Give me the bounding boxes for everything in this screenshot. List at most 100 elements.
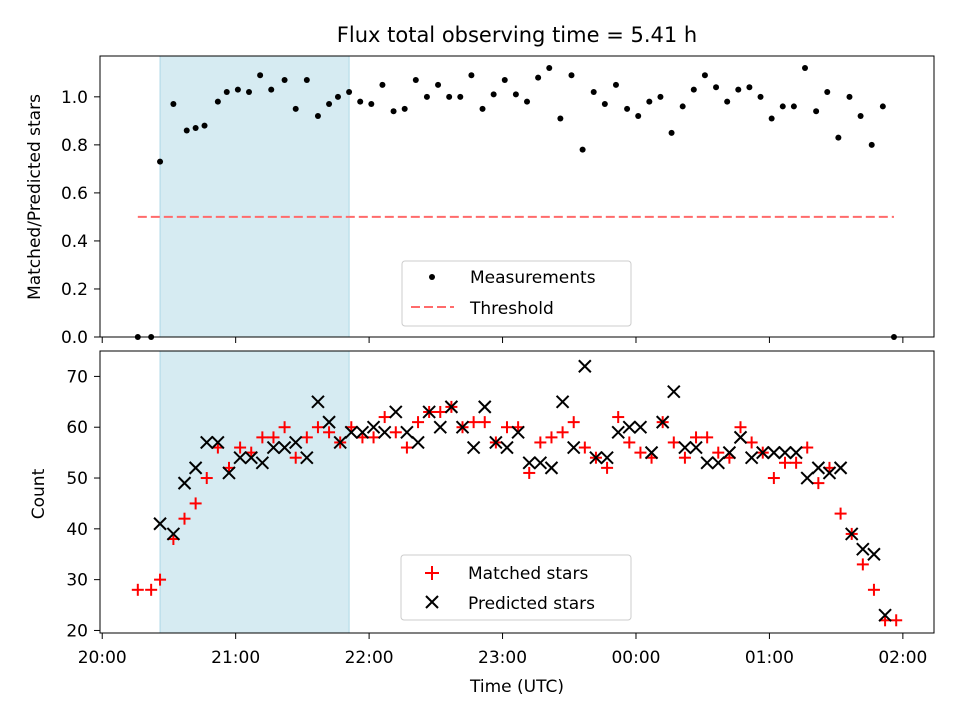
matched-star-point — [767, 472, 780, 485]
predicted-star-point — [533, 456, 548, 470]
predicted-star-point — [822, 466, 837, 480]
predicted-star-point — [800, 471, 814, 485]
matched-star-point — [634, 446, 647, 459]
matched-star-point — [500, 421, 513, 434]
predicted-star-point — [322, 415, 336, 429]
measurement-point — [824, 89, 831, 96]
predicted-star-point — [811, 461, 826, 475]
predicted-star-point — [311, 395, 325, 409]
matched-star-point — [745, 436, 758, 449]
count-xtick-label: 20:00 — [78, 648, 127, 668]
predicted-star-point — [389, 405, 403, 419]
matched-star-point — [389, 426, 402, 439]
matched-star-point — [145, 583, 158, 596]
measurement-point — [779, 103, 786, 110]
measurement-point — [635, 113, 642, 120]
predicted-star-point — [211, 435, 225, 450]
predicted-star-point — [177, 476, 192, 490]
predicted-star-point — [244, 450, 258, 465]
ratio-ytick-label: 0.0 — [61, 328, 88, 348]
ratio-ytick-label: 0.6 — [61, 184, 88, 204]
measurement-point — [590, 89, 597, 96]
count-axes-frame — [99, 350, 935, 634]
measurement-point — [713, 84, 720, 91]
measurement-point — [813, 108, 820, 115]
measurement-point — [281, 77, 288, 84]
matched-star-point — [311, 421, 324, 434]
matched-star-point — [412, 416, 425, 429]
measurement-point — [412, 77, 419, 84]
measurement-point — [490, 91, 497, 98]
ratio-ytick-label: 1.0 — [61, 88, 88, 108]
matched-star-point — [256, 431, 269, 444]
predicted-star-point — [600, 450, 614, 465]
matched-star-point — [667, 436, 680, 449]
predicted-star-point — [489, 435, 503, 450]
matched-star-point — [131, 583, 144, 596]
matched-star-point — [478, 416, 491, 429]
predicted-star-point — [722, 445, 737, 460]
predicted-star-point — [466, 440, 481, 455]
predicted-star-point — [366, 420, 381, 434]
measurement-point — [512, 91, 519, 98]
matched-star-point — [734, 421, 747, 434]
matched-star-point — [701, 431, 714, 444]
predicted-star-point — [711, 456, 725, 470]
count-xlabel: Time (UTC) — [469, 677, 564, 697]
measurement-point — [326, 101, 333, 108]
measurement-point — [303, 77, 310, 84]
measurement-point — [701, 72, 708, 79]
count-ytick-label: 60 — [66, 418, 88, 438]
measurement-point — [435, 81, 442, 88]
matched-star-point — [856, 558, 869, 571]
measurement-point — [612, 81, 619, 88]
measurement-point — [857, 113, 864, 120]
measurements-legend-label: Measurements — [470, 268, 596, 288]
measurement-point — [657, 93, 664, 100]
predicted-star-point — [767, 445, 781, 460]
predicted-star-point — [756, 445, 770, 460]
predicted-star-point — [511, 425, 525, 440]
predicted-star-point — [633, 420, 648, 434]
predicted-star-point — [622, 420, 637, 434]
matched-star-point — [801, 441, 814, 454]
matched-star-point — [812, 477, 825, 490]
ratio-axes-frame — [99, 55, 935, 338]
measurement-point — [214, 98, 221, 105]
matched-star-point — [467, 416, 480, 429]
measurement-point — [379, 81, 386, 88]
measurement-point — [157, 158, 164, 165]
measurement-point — [546, 65, 553, 72]
predicted-star-point — [555, 395, 570, 409]
predicted-star-point — [344, 425, 359, 440]
count-xtick-label: 21:00 — [211, 648, 260, 668]
observing-window-span — [159, 55, 350, 338]
measurement-point — [557, 115, 564, 122]
chart-title: Flux total observing time = 5.41 h — [337, 23, 697, 47]
count-xtick-label: 01:00 — [745, 648, 794, 668]
count-panel: 20 30 40 50 60 70 20:00 21:00 22:00 23:00 00:00 01… — [29, 350, 935, 697]
count-ytick-label: 50 — [66, 469, 88, 489]
count-xtick-label: 22:00 — [345, 648, 394, 668]
count-ytick-label: 20 — [66, 621, 88, 641]
predicted-star-point — [678, 440, 692, 455]
predicted-star-point — [655, 415, 670, 429]
measurement-point — [292, 105, 299, 112]
ratio-ytick-label: 0.4 — [61, 232, 88, 252]
predicted-star-point — [733, 430, 748, 445]
predicted-star-point — [333, 435, 347, 450]
predicted-star-point — [222, 466, 236, 480]
measurement-point — [234, 86, 241, 93]
count-ytick-label: 30 — [66, 571, 88, 591]
matched-star-point — [790, 456, 803, 469]
measurement-point — [735, 86, 742, 93]
matched-legend-marker — [425, 566, 439, 580]
measurement-point — [802, 65, 809, 72]
matched-legend-label: Matched stars — [468, 564, 588, 584]
threshold-legend-label: Threshold — [469, 299, 554, 319]
predicted-legend-marker — [425, 595, 439, 609]
predicted-star-point — [289, 435, 303, 450]
measurement-point — [357, 98, 364, 105]
predicted-star-point — [153, 517, 167, 531]
predicted-star-point — [355, 425, 370, 440]
